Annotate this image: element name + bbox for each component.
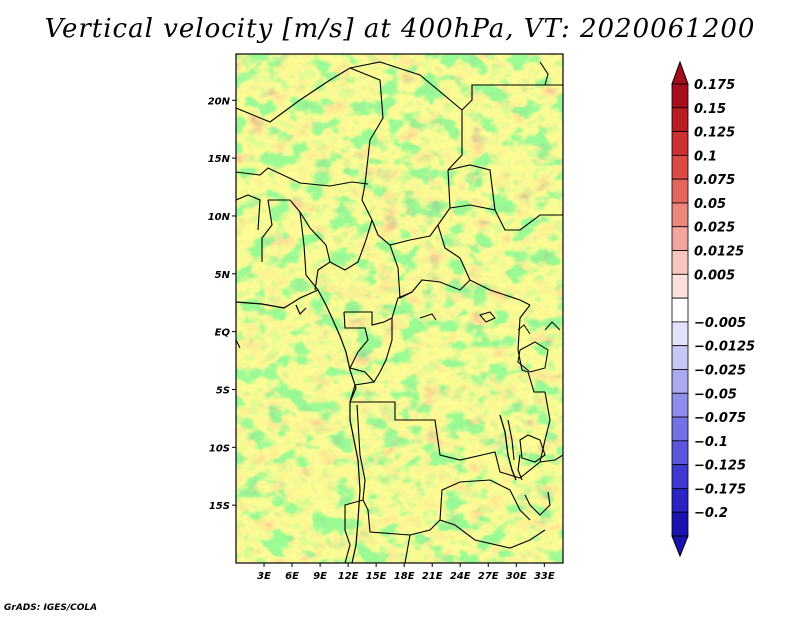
coastline xyxy=(235,289,361,564)
colorbar-swatch xyxy=(671,511,689,537)
colorbar: 0.175 0.15 0.125 0.1 0.075 0.05 0.025 0.0125 0.0… xyxy=(671,60,755,558)
latitude-axis: 20N 15N 10N 5N EQ 5S 10S 15S xyxy=(208,96,236,512)
lat-tick-label: 5S xyxy=(216,385,230,396)
map-frame xyxy=(235,53,564,564)
lon-tick-label: 12E xyxy=(338,571,359,582)
colorbar-swatch xyxy=(671,392,689,418)
lon-tick-label: 3E xyxy=(257,571,271,582)
colorbar-swatch xyxy=(671,83,689,109)
lat-tick-label: 10S xyxy=(209,443,230,454)
lon-tick-label: 9E xyxy=(313,571,327,582)
colorbar-label: 0.15 xyxy=(694,102,726,117)
lat-tick-label: EQ xyxy=(215,328,231,339)
map-title: Vertical velocity [m/s] at 400hPa, VT: 2… xyxy=(44,14,756,44)
colorbar-label: −0.2 xyxy=(694,506,728,521)
colorbar-swatch xyxy=(671,273,689,299)
colorbar-swatch xyxy=(671,369,689,394)
colorbar-label: 0.005 xyxy=(694,268,735,283)
lat-tick-label: 15N xyxy=(208,154,231,165)
colorbar-swatch xyxy=(671,297,689,323)
lon-tick-label: 6E xyxy=(285,571,299,582)
colorbar-label: −0.0125 xyxy=(694,340,755,355)
colorbar-swatch xyxy=(671,416,689,442)
colorbar-swatch xyxy=(671,131,689,156)
colorbar-label: −0.005 xyxy=(694,316,746,331)
colorbar-swatch xyxy=(671,464,689,489)
colorbar-bottom-cap xyxy=(671,535,689,558)
map-panel xyxy=(235,53,564,564)
lat-tick-label: 10N xyxy=(208,212,231,223)
lon-tick-label: 24E xyxy=(450,571,471,582)
grads-credit: GrADS: IGES/COLA xyxy=(4,603,98,613)
colorbar-label: 0.075 xyxy=(694,173,735,188)
colorbar-label: −0.125 xyxy=(694,459,746,474)
colorbar-swatch xyxy=(671,202,689,228)
colorbar-label: 0.175 xyxy=(694,78,735,93)
colorbar-label: −0.025 xyxy=(694,363,746,378)
colorbar-swatch xyxy=(671,178,689,204)
colorbar-label: −0.175 xyxy=(694,482,746,497)
colorbar-label: −0.1 xyxy=(694,435,728,450)
colorbar-swatch xyxy=(671,321,689,347)
colorbar-top-cap xyxy=(671,60,689,85)
colorbar-label: −0.05 xyxy=(694,387,737,402)
lake-victoria xyxy=(419,311,561,373)
lat-tick-label: 20N xyxy=(208,96,231,107)
colorbar-swatch xyxy=(671,154,689,180)
colorbar-label: −0.075 xyxy=(694,411,746,426)
colorbar-swatch xyxy=(671,107,689,132)
colorbar-swatch xyxy=(671,226,689,251)
lon-tick-label: 27E xyxy=(478,571,499,582)
lat-tick-label: 15S xyxy=(209,501,230,512)
lon-tick-label: 30E xyxy=(506,571,527,582)
colorbar-label: 0.0125 xyxy=(694,245,744,260)
lon-tick-label: 15E xyxy=(366,571,387,582)
velocity-field-texture xyxy=(236,54,563,563)
lon-tick-label: 18E xyxy=(394,571,415,582)
colorbar-label: 0.025 xyxy=(694,221,735,236)
colorbar-label: 0.125 xyxy=(694,126,735,141)
colorbar-swatch xyxy=(671,440,689,466)
colorbar-swatch xyxy=(671,250,689,275)
colorbar-label: 0.05 xyxy=(694,197,726,212)
lon-tick-label: 33E xyxy=(534,571,555,582)
colorbar-label: 0.1 xyxy=(694,149,717,164)
longitude-axis: 3E 6E 9E 12E 15E 18E 21E 24E 27E 30E 33E xyxy=(257,563,555,582)
lon-tick-label: 21E xyxy=(422,571,443,582)
colorbar-swatch xyxy=(671,488,689,513)
lat-tick-label: 5N xyxy=(215,270,231,281)
colorbar-swatch xyxy=(671,345,689,370)
